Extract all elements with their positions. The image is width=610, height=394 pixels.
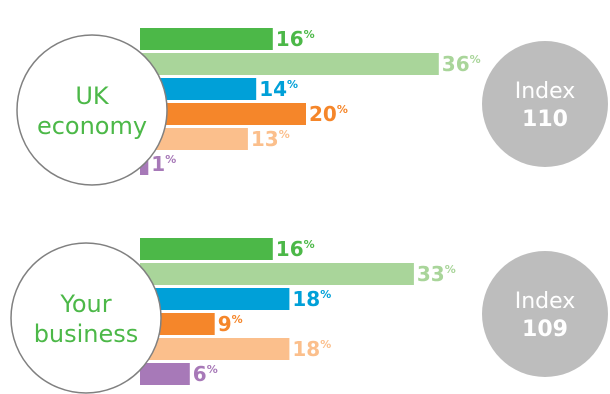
uk-economy-bar-value-3: 20 bbox=[309, 102, 337, 126]
uk-economy-bar-value-0: 16 bbox=[276, 27, 304, 51]
uk-economy-bar-value-2: 14 bbox=[259, 77, 287, 101]
uk-economy-bar-label-0: 16% bbox=[276, 27, 315, 51]
your-business-bar-label-2: 18% bbox=[292, 287, 331, 311]
your-business-bar-value-4: 18 bbox=[292, 337, 320, 361]
your-business-index-value: 109 bbox=[522, 317, 568, 342]
uk-economy-bar-unit-1: % bbox=[470, 53, 481, 66]
uk-economy-bar-3 bbox=[140, 103, 306, 125]
your-business-bar-value-3: 9 bbox=[218, 312, 232, 336]
your-business-title-line-0: Your bbox=[59, 290, 111, 318]
your-business-bar-label-0: 16% bbox=[276, 237, 315, 261]
your-business-bar-label-1: 33% bbox=[417, 262, 456, 286]
your-business-bar-2 bbox=[140, 288, 290, 310]
uk-economy-bar-1 bbox=[140, 53, 439, 75]
your-business-bar-label-4: 18% bbox=[292, 337, 331, 361]
uk-economy-index-label: Index bbox=[515, 79, 576, 104]
uk-economy-title-circle bbox=[16, 34, 168, 186]
your-business-bar-4 bbox=[140, 338, 290, 360]
uk-economy-bar-value-1: 36 bbox=[442, 52, 470, 76]
your-business-bar-value-0: 16 bbox=[276, 237, 304, 261]
uk-economy-index-circle bbox=[482, 41, 608, 167]
uk-economy-bar-0 bbox=[140, 28, 273, 50]
uk-economy-bar-unit-4: % bbox=[279, 128, 290, 141]
your-business-bar-value-5: 6 bbox=[193, 362, 207, 386]
uk-economy-bar-unit-5: % bbox=[165, 153, 176, 166]
uk-economy-bar-value-4: 13 bbox=[251, 127, 279, 151]
your-business-title-line-1: business bbox=[34, 320, 139, 348]
uk-economy-bar-label-2: 14% bbox=[259, 77, 298, 101]
uk-economy-bar-unit-3: % bbox=[337, 103, 348, 116]
uk-economy-title-line-0: UK bbox=[75, 82, 110, 110]
your-business-bar-5 bbox=[140, 363, 190, 385]
your-business-index-circle bbox=[482, 251, 608, 377]
uk-economy-title-line-1: economy bbox=[37, 112, 147, 140]
your-business-bar-unit-3: % bbox=[232, 313, 243, 326]
uk-economy-bar-label-4: 13% bbox=[251, 127, 290, 151]
your-business-bar-unit-2: % bbox=[320, 288, 331, 301]
your-business-bar-label-3: 9% bbox=[218, 312, 243, 336]
uk-economy-bar-4 bbox=[140, 128, 248, 150]
uk-economy-bar-unit-2: % bbox=[287, 78, 298, 91]
your-business-index-label: Index bbox=[515, 289, 576, 314]
uk-economy-bar-label-3: 20% bbox=[309, 102, 348, 126]
your-business-bar-label-5: 6% bbox=[193, 362, 218, 386]
your-business-bar-unit-5: % bbox=[207, 363, 218, 376]
uk-economy-bar-value-5: 1 bbox=[151, 152, 165, 176]
your-business-bar-1 bbox=[140, 263, 414, 285]
your-business-bar-unit-4: % bbox=[320, 338, 331, 351]
uk-economy-bar-unit-0: % bbox=[304, 28, 315, 41]
your-business-bar-unit-1: % bbox=[445, 263, 456, 276]
uk-economy-bar-label-5: 1% bbox=[151, 152, 176, 176]
your-business-bar-0 bbox=[140, 238, 273, 260]
your-business-title-circle bbox=[10, 242, 162, 394]
uk-economy-bar-2 bbox=[140, 78, 257, 100]
uk-economy-index-value: 110 bbox=[522, 107, 568, 132]
uk-economy-bar-label-1: 36% bbox=[442, 52, 481, 76]
your-business-bar-unit-0: % bbox=[304, 238, 315, 251]
your-business-bar-value-2: 18 bbox=[292, 287, 320, 311]
your-business-bar-value-1: 33 bbox=[417, 262, 445, 286]
